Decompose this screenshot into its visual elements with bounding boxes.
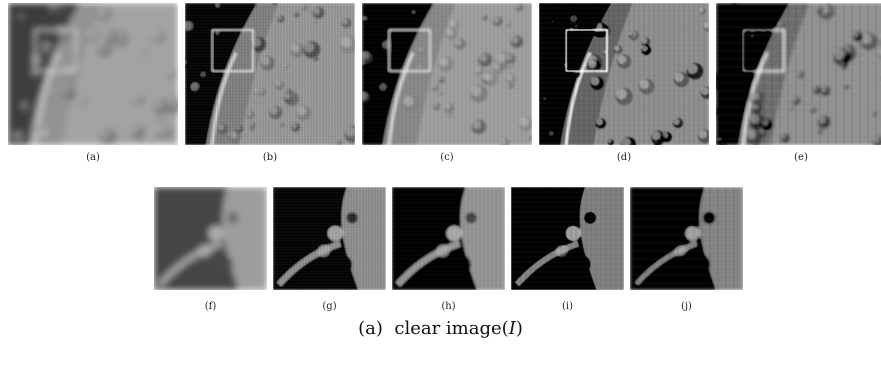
panel-label: (f) (204, 301, 217, 312)
panel-label: (i) (561, 301, 573, 312)
image-panel-c (362, 3, 532, 145)
panel-label: (j) (681, 301, 692, 312)
image-panel-f (154, 187, 267, 290)
panel-label: (g) (322, 301, 337, 312)
caption-prefix: (a) (358, 318, 383, 339)
caption-suffix: ) (515, 318, 523, 339)
panel-label: (d) (616, 152, 632, 163)
image-panel-j (630, 187, 743, 290)
panel-label: (b) (262, 152, 278, 163)
panel-label: (e) (794, 152, 808, 163)
image-panel-g (273, 187, 386, 290)
caption-symbol: I (508, 318, 516, 339)
image-panel-i (511, 187, 624, 290)
image-panel-h (392, 187, 505, 290)
image-panel-e (716, 3, 881, 145)
caption-text: clear image( (394, 318, 509, 339)
panel-label: (a) (86, 152, 100, 163)
panel-label: (h) (441, 301, 456, 312)
panel-label: (c) (440, 152, 454, 163)
image-panel-a (8, 3, 178, 145)
figure-caption: (a) clear image(I) (0, 318, 881, 339)
image-panel-d (539, 3, 709, 145)
image-panel-b (185, 3, 355, 145)
